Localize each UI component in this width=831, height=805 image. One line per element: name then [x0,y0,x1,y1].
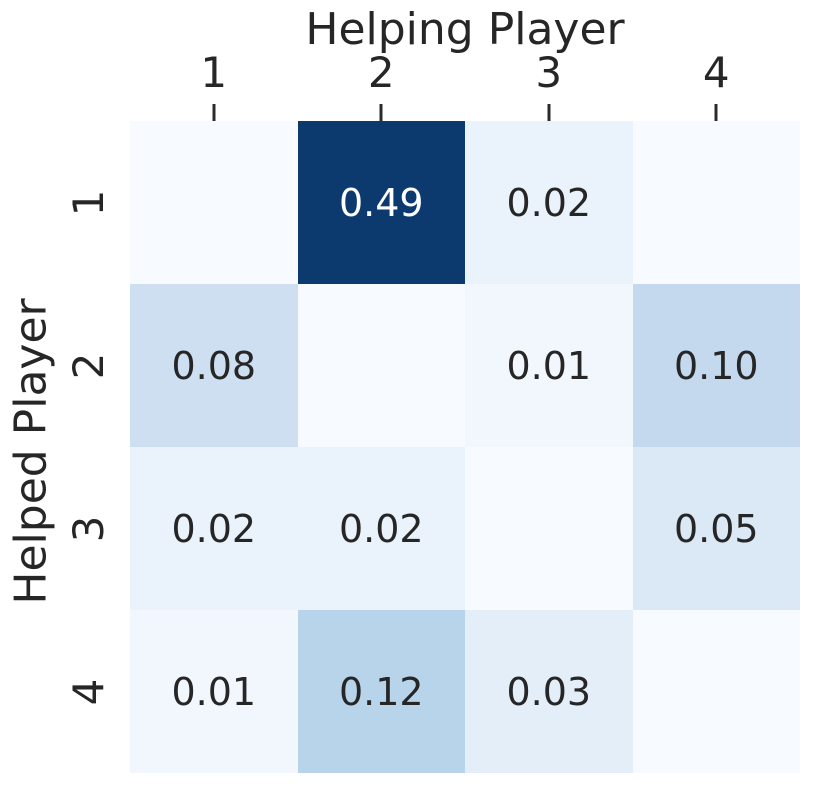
x-tick-marks [130,104,800,121]
heatmap-cell-r4c2: 0.12 [297,610,465,773]
heatmap-cell-r1c3: 0.02 [465,121,633,284]
heatmap-cell-r3c2: 0.02 [297,447,465,610]
heatmap-cell-r3c4: 0.05 [632,447,800,610]
x-tick-mark-3 [547,104,551,121]
heatmap-cell-r4c1: 0.01 [130,610,298,773]
heatmap-cell-r4c4 [632,610,800,773]
heatmap-cell-r2c4: 0.10 [632,284,800,447]
x-tick-label-3: 3 [535,48,563,97]
x-tick-mark-2 [379,104,383,121]
x-tick-mark-4 [714,104,718,121]
heatmap-cell-r4c3: 0.03 [465,610,633,773]
x-axis-title: Helping Player [305,4,625,55]
y-tick-label-3: 3 [64,515,113,542]
heatmap-grid: 0.49 0.02 0.08 0.01 0.10 0.02 0.02 0.05 0.01 0.12… [130,121,800,773]
heatmap-cell-r3c1: 0.02 [130,447,298,610]
y-tick-label-2: 2 [64,352,113,379]
y-tick-label-4: 4 [64,678,113,705]
heatmap-cell-r3c3 [465,447,633,610]
x-tick-label-1: 1 [200,48,228,97]
heatmap-cell-r2c3: 0.01 [465,284,633,447]
x-tick-label-2: 2 [367,48,395,97]
heatmap-cell-r1c4 [632,121,800,284]
x-tick-labels: 1 2 3 4 [130,50,800,96]
y-axis-title: Helped Player [5,298,57,605]
heatmap-cell-r1c2: 0.49 [297,121,465,284]
heatmap-cell-r2c2 [297,284,465,447]
y-tick-label-1: 1 [64,189,113,216]
x-tick-label-4: 4 [702,48,730,97]
heatmap-cell-r1c1 [130,121,298,284]
x-tick-mark-1 [212,104,216,121]
heatmap-cell-r2c1: 0.08 [130,284,298,447]
